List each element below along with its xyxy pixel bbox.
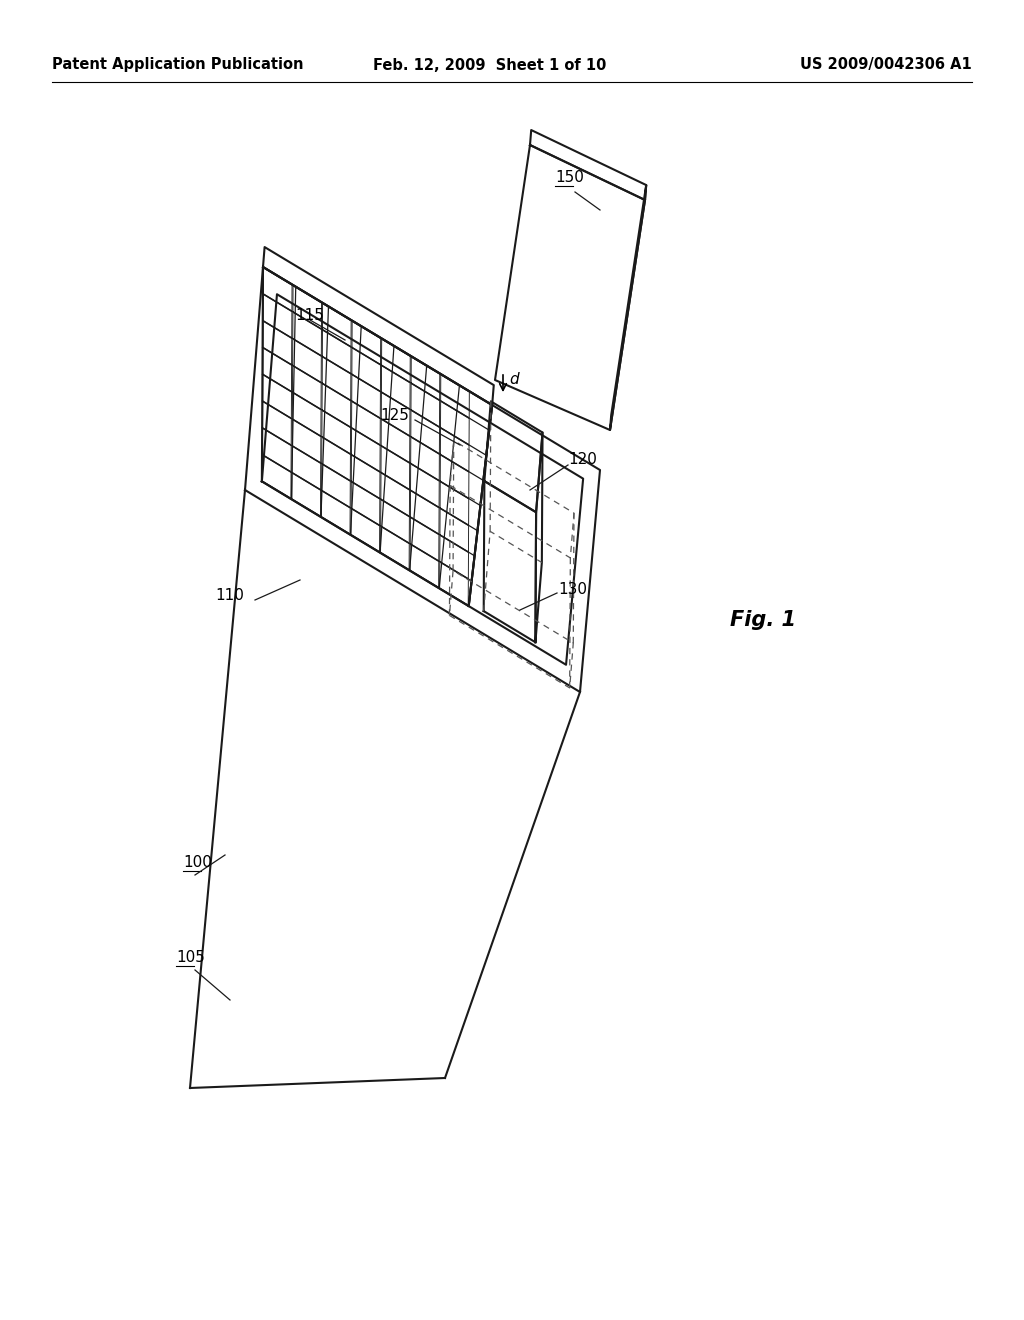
Text: 150: 150 xyxy=(555,170,584,185)
Text: 110: 110 xyxy=(215,587,244,602)
Text: 125: 125 xyxy=(380,408,409,422)
Text: Fig. 1: Fig. 1 xyxy=(730,610,796,630)
Text: 115: 115 xyxy=(295,308,324,322)
Text: 130: 130 xyxy=(558,582,587,598)
Text: Feb. 12, 2009  Sheet 1 of 10: Feb. 12, 2009 Sheet 1 of 10 xyxy=(374,58,606,73)
Text: Patent Application Publication: Patent Application Publication xyxy=(52,58,303,73)
Text: 105: 105 xyxy=(176,950,205,965)
Text: 100: 100 xyxy=(183,855,212,870)
Text: d: d xyxy=(509,372,518,388)
Text: 120: 120 xyxy=(568,453,597,467)
Text: US 2009/0042306 A1: US 2009/0042306 A1 xyxy=(800,58,972,73)
